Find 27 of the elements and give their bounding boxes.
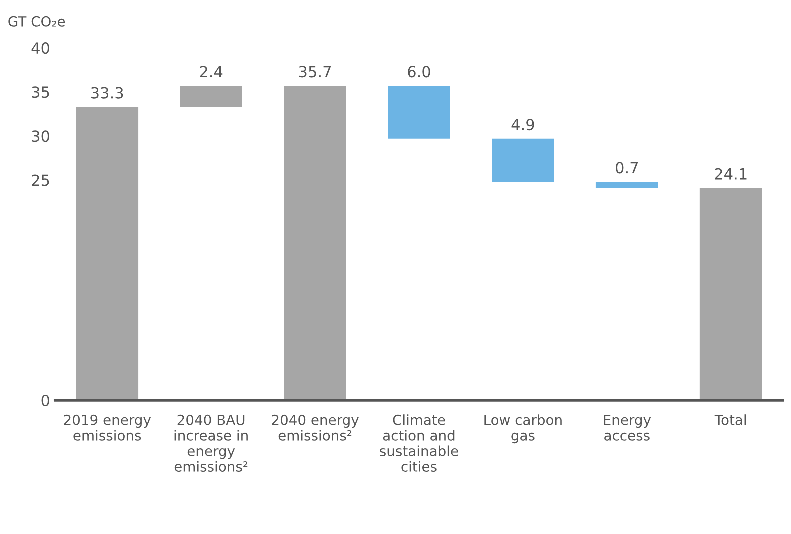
- bar: [388, 86, 450, 139]
- x-tick-label: Energy access: [604, 415, 652, 441]
- y-tick-label: 30: [32, 130, 50, 142]
- x-tick-label: Climate action and sustainable cities: [380, 414, 458, 472]
- y-tick-label: 25: [32, 174, 50, 186]
- y-tick-label: 40: [32, 42, 50, 54]
- y-tick-label: 0: [42, 394, 50, 407]
- bar: [492, 138, 554, 182]
- x-tick-label: 2040 BAU increase in energy emissions²: [174, 414, 248, 472]
- bar: [596, 182, 658, 188]
- bar: [76, 107, 139, 400]
- data-label: 4.9: [512, 119, 534, 131]
- bar: [284, 86, 346, 400]
- x-tick-label: Low carbon gas: [484, 414, 562, 444]
- x-tick-label: Total: [714, 414, 746, 426]
- data-label: 6.0: [408, 66, 430, 78]
- data-label: 35.7: [299, 66, 331, 78]
- x-tick-label: 2019 energy emissions: [64, 414, 152, 441]
- bar: [700, 188, 762, 400]
- data-label: 33.3: [92, 87, 124, 99]
- y-axis-title: GT CO₂e: [8, 16, 66, 27]
- x-tick-label: 2040 energy emissions²: [272, 414, 359, 441]
- data-label: 0.7: [616, 162, 638, 174]
- data-label: 2.4: [200, 66, 223, 78]
- bar: [180, 86, 242, 108]
- y-tick-label: 35: [32, 86, 50, 98]
- data-label: 24.1: [715, 168, 747, 180]
